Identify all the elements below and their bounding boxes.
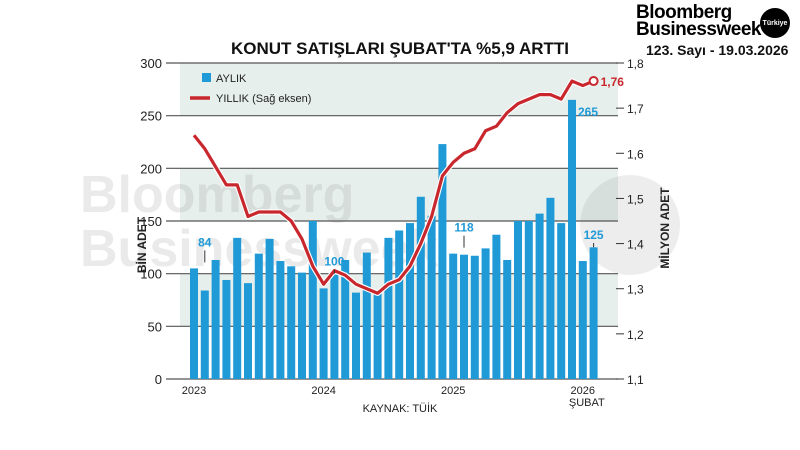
- bar-2025-07: [514, 221, 522, 379]
- bar-annotation: 84: [198, 235, 212, 249]
- issue-info: 123. Sayı - 19.03.2026: [646, 42, 789, 58]
- y-tick-label: 250: [140, 109, 162, 124]
- bar-2023-10: [287, 266, 296, 379]
- bar-2024-05: [362, 252, 371, 379]
- bar-2023-12: [308, 221, 317, 379]
- legend-line-label: YILLIK (Sağ eksen): [216, 93, 311, 105]
- bar-annotation: 118: [454, 221, 474, 235]
- logo-line1: Bloomberg: [636, 2, 732, 23]
- y-tick-label: 100: [140, 267, 162, 282]
- bar-2025-01: [449, 253, 458, 379]
- y2-tick-label: 1,5: [627, 192, 644, 206]
- y-tick-label: 200: [140, 161, 162, 176]
- legend-bar-swatch: [202, 73, 211, 82]
- bar-2024-03: [341, 259, 350, 379]
- source-note: KAYNAK: TÜİK: [363, 402, 438, 415]
- bar-2026-02: [589, 247, 598, 379]
- y-tick-label: 50: [148, 319, 162, 334]
- y-axis-label: BİN ADET: [134, 216, 149, 273]
- bar-2024-12: [438, 144, 447, 379]
- y2-tick-label: 1,7: [627, 102, 644, 116]
- bar-2024-06: [373, 290, 382, 379]
- bar-annotation: 265: [578, 105, 598, 119]
- bar-2025-10: [546, 197, 555, 379]
- legend-bar-label: AYLIK: [216, 73, 247, 85]
- bar-2024-01: [319, 288, 328, 379]
- bar-2023-01: [190, 268, 198, 379]
- bar-annotation: 100: [324, 255, 344, 269]
- line-end-marker: [588, 76, 599, 87]
- turkiye-badge: Türkiye: [760, 8, 790, 38]
- bar-2025-06: [503, 259, 512, 379]
- legend: AYLIK YILLIK (Sağ eksen): [190, 73, 311, 105]
- bar-2025-02: [460, 254, 468, 379]
- bar-2025-04: [481, 248, 490, 379]
- x-tick-label: 2024: [311, 385, 335, 397]
- bar-2023-02: [200, 290, 209, 379]
- bar-2023-04: [222, 279, 231, 379]
- y2-tick-label: 1,4: [627, 238, 644, 252]
- x-tick-label: 2023: [182, 385, 206, 397]
- bar-2023-03: [211, 259, 220, 379]
- bar-2024-08: [395, 230, 404, 379]
- watermark-badge: [580, 175, 680, 275]
- bar-2023-09: [276, 261, 285, 379]
- y-tick-label: 150: [140, 214, 162, 229]
- bar-2024-10: [416, 196, 425, 379]
- chart-title: KONUT SATIŞLARI ŞUBAT'TA %5,9 ARTTI: [231, 39, 569, 58]
- y-tick-label: 0: [155, 372, 162, 387]
- bar-2024-07: [384, 237, 393, 379]
- bar-2025-11: [557, 223, 566, 379]
- bar-2024-02: [330, 273, 339, 379]
- bar-2023-07: [254, 253, 263, 379]
- bar-2024-09: [406, 223, 414, 379]
- y2-tick-label: 1,3: [627, 283, 644, 297]
- x-tick-label: 2025: [441, 385, 465, 397]
- bar-2024-11: [427, 215, 436, 379]
- bar-2025-03: [470, 255, 479, 379]
- x-tick-label: 2026: [571, 385, 595, 397]
- bloomberg-businessweek-logo: Bloomberg Businessweek: [636, 2, 761, 40]
- bar-2025-05: [492, 234, 501, 379]
- bar-annotation: 125: [584, 228, 604, 242]
- bar-2025-08: [524, 221, 533, 379]
- background-band: [180, 63, 618, 116]
- y2-axis-label: MİLYON ADET: [657, 187, 672, 269]
- bar-2024-04: [352, 292, 360, 379]
- x-last-label: ŞUBAT: [569, 397, 605, 409]
- bar-2023-08: [265, 238, 274, 379]
- watermark: Bloomberg Businessweek: [80, 166, 680, 278]
- bar-2023-11: [298, 272, 306, 379]
- bar-2025-12: [568, 99, 576, 379]
- y-tick-label: 300: [140, 56, 162, 71]
- watermark-line1: Bloomberg: [80, 166, 354, 224]
- bar-2026-01: [578, 261, 587, 379]
- bar-2025-09: [535, 213, 544, 379]
- bar-2023-06: [244, 283, 252, 379]
- bar-2023-05: [233, 237, 242, 379]
- line-end-label: 1,76: [601, 75, 625, 89]
- y2-tick-label: 1,1: [627, 373, 644, 387]
- yearly-line: [192, 79, 595, 295]
- logo-line2: Businessweek: [636, 19, 761, 40]
- y2-tick-label: 1,8: [627, 57, 644, 71]
- y2-tick-label: 1,6: [627, 147, 644, 161]
- y2-tick-label: 1,2: [627, 328, 644, 342]
